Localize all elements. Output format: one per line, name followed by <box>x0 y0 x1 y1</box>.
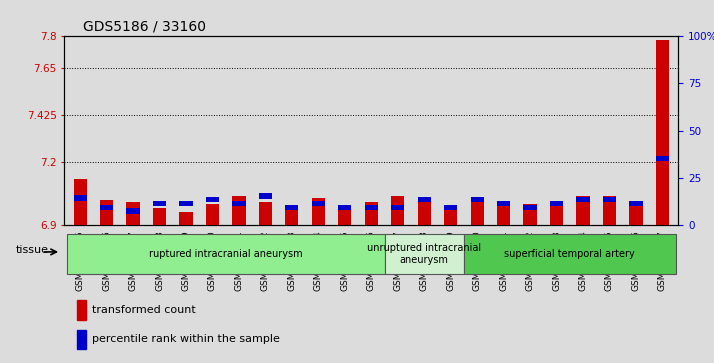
Bar <box>576 197 590 203</box>
Text: tissue: tissue <box>16 245 49 255</box>
Bar <box>258 193 272 199</box>
Bar <box>603 197 616 203</box>
FancyBboxPatch shape <box>385 234 464 274</box>
Text: unruptured intracranial
aneurysm: unruptured intracranial aneurysm <box>367 243 481 265</box>
Text: superficial temporal artery: superficial temporal artery <box>504 249 635 259</box>
Bar <box>576 196 590 225</box>
Bar <box>338 206 351 225</box>
Bar <box>286 205 298 210</box>
FancyBboxPatch shape <box>464 234 675 274</box>
Bar <box>232 196 246 225</box>
Bar <box>497 206 511 225</box>
Bar <box>444 205 457 210</box>
Bar <box>365 205 378 210</box>
Bar <box>338 205 351 210</box>
Bar <box>286 206 298 225</box>
Bar <box>444 206 457 225</box>
Bar <box>206 197 219 203</box>
Bar <box>312 198 325 225</box>
Text: GDS5186 / 33160: GDS5186 / 33160 <box>83 20 206 34</box>
Bar <box>126 208 140 214</box>
Bar <box>74 179 87 225</box>
Bar <box>497 201 511 206</box>
Text: percentile rank within the sample: percentile rank within the sample <box>92 334 280 344</box>
FancyBboxPatch shape <box>67 234 385 274</box>
Bar <box>153 201 166 206</box>
Bar <box>655 41 669 225</box>
Bar <box>232 201 246 206</box>
Bar <box>126 202 140 225</box>
Bar <box>418 197 431 203</box>
Bar <box>418 200 431 225</box>
Bar <box>523 204 537 225</box>
Bar <box>258 202 272 225</box>
Bar <box>76 330 86 349</box>
Bar <box>179 201 193 206</box>
Bar <box>471 200 484 225</box>
Bar <box>471 197 484 203</box>
Bar <box>100 205 114 210</box>
Bar <box>206 204 219 225</box>
Bar <box>153 208 166 225</box>
Bar <box>629 201 643 206</box>
Text: transformed count: transformed count <box>92 305 196 315</box>
Bar <box>179 212 193 225</box>
Bar <box>312 201 325 206</box>
Text: ruptured intracranial aneurysm: ruptured intracranial aneurysm <box>149 249 303 259</box>
Bar <box>603 196 616 225</box>
Bar <box>391 196 404 225</box>
Bar <box>550 202 563 225</box>
Bar <box>365 202 378 225</box>
Bar <box>523 205 537 210</box>
Bar <box>655 156 669 161</box>
Bar <box>100 200 114 225</box>
Bar <box>74 195 87 200</box>
Bar <box>550 201 563 206</box>
Bar <box>391 205 404 210</box>
Bar <box>629 206 643 225</box>
Bar <box>76 300 86 320</box>
